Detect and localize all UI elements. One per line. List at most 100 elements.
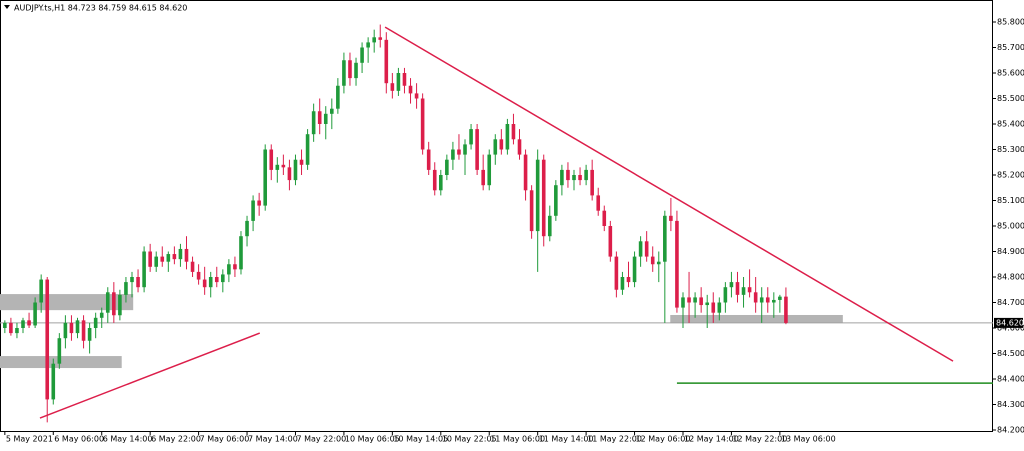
candle-body [656,261,661,265]
candle-body [517,139,522,155]
candle-body [336,85,340,109]
x-tick-label: 5 May 2021 [6,435,53,444]
candle-body [596,195,601,211]
candle-body [759,297,764,303]
y-tick-label: 85.300 [997,145,1024,154]
candle-body [81,320,86,341]
x-tick-label: 10 May 22:05 [442,435,497,444]
candle-body [21,320,25,328]
candle-body [148,251,152,267]
x-tick-label: 12 May 06:00 [636,435,691,444]
y-tick-label: 84.200 [997,426,1024,435]
x-tick-label: 7 May 14:00 [248,435,298,444]
candle-body [457,149,461,155]
trend-line [384,26,954,362]
candle-body [711,302,716,313]
candle-body [239,236,243,270]
x-tick-label: 7 May 22:00 [296,435,346,444]
candle-body [360,47,364,63]
x-tick-label: 10 May 14:05 [393,435,448,444]
candle-body [432,169,437,191]
candle-body [366,42,370,48]
candle-body [390,83,395,91]
candle-body [445,159,449,175]
candle-body [130,277,134,283]
candle-body [753,292,758,303]
candle-body [747,287,752,293]
candle-body [693,297,697,303]
candle-body [75,320,80,334]
y-tick-label: 85.800 [997,18,1024,27]
zone [0,294,134,311]
candle-body [348,60,352,79]
candle-body [299,159,304,165]
candle-body [57,338,62,364]
candle-body [142,251,146,288]
chart-title: AUDJPY.ts,H1 84.723 84.759 84.615 84.620 [14,4,187,13]
candle-body [699,297,703,306]
candle-body [136,277,140,288]
candle-body [227,264,231,275]
candle-body [420,98,425,150]
candle-body [93,317,98,328]
candle-body [529,190,534,232]
candle-body [541,159,546,237]
candle-body [269,149,274,170]
x-tick-label: 6 May 06:00 [54,435,104,444]
candle-body [481,169,485,186]
candle-body [475,129,479,170]
menu-triangle[interactable] [4,5,10,9]
candle-body [323,113,328,124]
candle-body [547,215,552,237]
candle-body [275,164,280,170]
y-tick-label: 85.200 [997,171,1024,180]
candle-body [402,73,407,86]
candle-body [87,328,92,341]
candle-body [118,294,122,316]
y-tick-label: 84.400 [997,375,1024,384]
candle-body [178,248,183,260]
candle-body [535,159,540,232]
candle-body [451,149,455,160]
candle-body [384,39,389,84]
candle-body [63,322,68,339]
candle-body [202,279,207,288]
candle-body [687,297,691,303]
candle-body [463,144,467,155]
candle-body [233,264,237,270]
candle-body [105,292,110,313]
candle-body [190,261,195,272]
x-tick-label: 12 May 22:00 [732,435,787,444]
candle-body [632,256,637,283]
candle-body [735,282,740,295]
x-tick-label: 6 May 14:00 [103,435,153,444]
candle-body [196,271,201,280]
candle-body [281,164,286,168]
zone [670,314,843,323]
y-tick-label: 84.300 [997,400,1024,409]
candle-body [263,149,268,206]
candle-body [499,139,504,150]
candle-body [293,159,298,181]
candle-body [342,60,346,86]
candle-body [554,185,558,216]
candle-body [214,277,219,283]
candle-body [208,277,213,288]
candle-body [590,169,594,196]
y-tick-label: 84.700 [997,298,1024,307]
candle-body [729,282,734,288]
candle-body [493,139,498,155]
y-tick-label: 84.800 [997,273,1024,282]
candle-body [154,256,159,267]
candle-body [602,210,607,226]
candle-body [669,215,673,221]
candle-body [396,73,401,91]
candle-body [717,302,722,313]
candle-body [15,328,19,334]
candle-body [287,167,292,181]
candle-body [317,111,322,124]
candle-body [378,37,383,40]
candle-body [311,111,316,135]
y-tick-label: 85.100 [997,196,1024,205]
